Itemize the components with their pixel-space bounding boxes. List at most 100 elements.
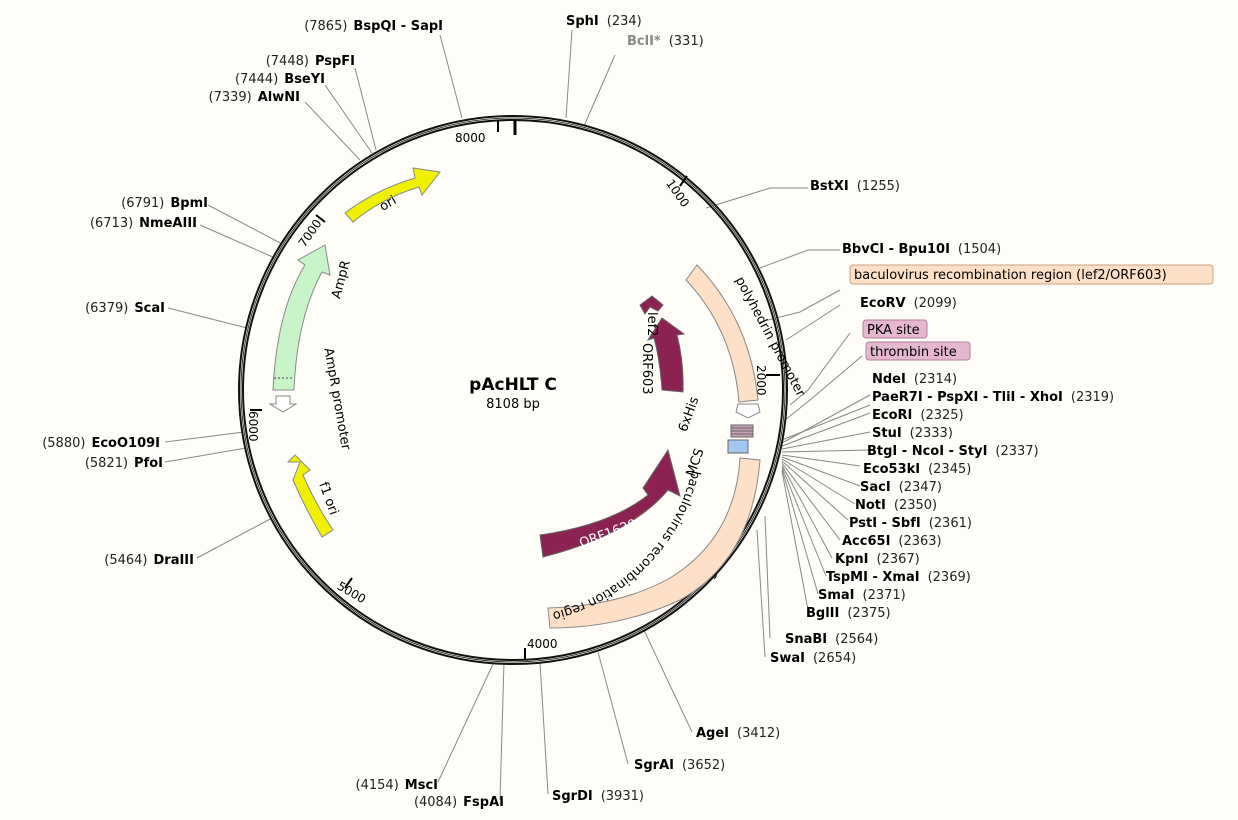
svg-text:EcoRV(2099): EcoRV (2099) bbox=[860, 296, 957, 311]
svg-text:BbvCI - Bpu10I(1504): BbvCI - Bpu10I (1504) bbox=[842, 242, 1001, 257]
bglii-pos: (2375) bbox=[847, 606, 890, 621]
agei-name: AgeI bbox=[696, 726, 729, 741]
tick-label-2000: 2000 bbox=[754, 365, 768, 396]
svg-text:BtgI - NcoI - StyI(2337): BtgI - NcoI - StyI (2337) bbox=[867, 444, 1039, 459]
svg-text:NdeI(2314): NdeI (2314) bbox=[872, 372, 957, 387]
svg-text:(5821)PfoI: (5821) PfoI bbox=[85, 456, 163, 471]
svg-text:TspMI - XmaI(2369): TspMI - XmaI (2369) bbox=[826, 570, 971, 585]
sgrai-name: SgrAI bbox=[634, 758, 674, 773]
svg-text:(5880)EcoO109I: (5880) EcoO109I bbox=[42, 436, 160, 451]
mcs-label: MCS bbox=[684, 447, 708, 479]
bpmi-pos: (6791) bbox=[121, 196, 164, 211]
svg-text:SwaI(2654): SwaI (2654) bbox=[770, 651, 856, 666]
sgrdi-pos: (3931) bbox=[601, 789, 644, 804]
svg-text:StuI(2333): StuI (2333) bbox=[872, 426, 953, 441]
paer7i-name: PaeR7I - PspXI - TliI - XhoI bbox=[872, 390, 1063, 405]
msci-pos: (4154) bbox=[356, 778, 399, 793]
fspai-pos: (4084) bbox=[414, 795, 457, 810]
svg-text:SphI(234): SphI (234) bbox=[566, 14, 642, 29]
saci-name: SacI bbox=[860, 480, 891, 495]
smai-name: SmaI bbox=[818, 588, 855, 603]
saci-pos: (2347) bbox=[899, 480, 942, 495]
noti-name: NotI bbox=[855, 498, 886, 513]
bbvci-pos: (1504) bbox=[958, 242, 1001, 257]
svg-text:SacI(2347): SacI (2347) bbox=[860, 480, 942, 495]
svg-text:NotI(2350): NotI (2350) bbox=[855, 498, 937, 513]
agei-pos: (3412) bbox=[737, 726, 780, 741]
ndei-pos: (2314) bbox=[914, 372, 957, 387]
tspmi-name: TspMI - XmaI bbox=[826, 570, 920, 585]
bseyi-name: BseYI bbox=[284, 72, 325, 87]
pspfi-name: PspFI bbox=[315, 54, 355, 69]
swai-pos: (2654) bbox=[813, 651, 856, 666]
ecorv-name: EcoRV bbox=[860, 296, 906, 311]
kpni-pos: (2367) bbox=[876, 552, 919, 567]
svg-text:(6791)BpmI: (6791) BpmI bbox=[121, 196, 208, 211]
ecorv-pos: (2099) bbox=[914, 296, 957, 311]
f1-ori-feature bbox=[286, 454, 334, 538]
svg-text:(7339)AlwNI: (7339) AlwNI bbox=[209, 90, 300, 105]
svg-text:BclI*(331): BclI* (331) bbox=[627, 34, 704, 49]
bspqi-pos: (7865) bbox=[304, 19, 347, 34]
tick-label-6000: 6000 bbox=[246, 411, 260, 442]
ecoo109i-name: EcoO109I bbox=[91, 436, 160, 451]
lef2-feature bbox=[639, 295, 664, 315]
pfoi-name: PfoI bbox=[134, 456, 163, 471]
svg-text:BstXI(1255): BstXI (1255) bbox=[810, 179, 900, 194]
enzyme-labels-left: (7865) BspQI - SapI (7448) PspFI (7444) Bse… bbox=[42, 19, 504, 810]
thrombin-box bbox=[865, 341, 971, 361]
svg-text:KpnI(2367): KpnI (2367) bbox=[835, 552, 920, 567]
tspmi-pos: (2369) bbox=[928, 570, 971, 585]
tick-marks bbox=[250, 120, 780, 660]
kpni-name: KpnI bbox=[835, 552, 868, 567]
baculo-lef2-box bbox=[849, 264, 1214, 285]
bbvci-name: BbvCI - Bpu10I bbox=[842, 242, 950, 257]
polyhedrin-promoter-feature bbox=[735, 403, 761, 419]
bpmi-name: BpmI bbox=[170, 196, 208, 211]
btgi-name: BtgI - NcoI - StyI bbox=[867, 444, 987, 459]
svg-text:(4084)FspAI: (4084) FspAI bbox=[414, 795, 504, 810]
bcli-pos: (331) bbox=[669, 34, 704, 49]
sphi-name: SphI bbox=[566, 14, 599, 29]
orf603-feature bbox=[646, 317, 686, 393]
svg-text:SnaBI(2564): SnaBI (2564) bbox=[785, 632, 878, 647]
svg-text:(7865)BspQI - SapI: (7865) BspQI - SapI bbox=[304, 19, 443, 34]
btgi-pos: (2337) bbox=[995, 444, 1038, 459]
mcs-feature bbox=[727, 439, 749, 454]
nmeaiii-name: NmeAIII bbox=[139, 216, 197, 231]
baculo-lef2-box-label: baculovirus recombination region (lef2/O… bbox=[854, 268, 1167, 283]
plasmid-size: 8108 bp bbox=[486, 397, 540, 412]
ecoo109i-pos: (5880) bbox=[42, 436, 85, 451]
fspai-name: FspAI bbox=[463, 795, 504, 810]
stui-name: StuI bbox=[872, 426, 902, 441]
bstxi-name: BstXI bbox=[810, 179, 849, 194]
ampr-feature bbox=[272, 244, 331, 391]
ecori-pos: (2325) bbox=[920, 408, 963, 423]
psti-pos: (2361) bbox=[929, 516, 972, 531]
ecori-name: EcoRI bbox=[872, 408, 912, 423]
sixhis-label: 6xHis bbox=[676, 395, 703, 434]
lef2-label: lef2 bbox=[644, 312, 659, 336]
plasmid-title: pAcHLT C bbox=[469, 375, 557, 395]
baculo-lef2-feature bbox=[685, 264, 759, 403]
draiii-pos: (5464) bbox=[104, 553, 147, 568]
tick-label-8000: 8000 bbox=[455, 131, 486, 145]
pka-box bbox=[862, 319, 928, 339]
alwni-name: AlwNI bbox=[258, 90, 300, 105]
orf1629-feature bbox=[539, 448, 681, 558]
svg-text:(7448)PspFI: (7448) PspFI bbox=[266, 54, 355, 69]
svg-text:EcoRI(2325): EcoRI (2325) bbox=[872, 408, 964, 423]
pfoi-pos: (5821) bbox=[85, 456, 128, 471]
svg-text:AgeI(3412): AgeI (3412) bbox=[696, 726, 780, 741]
noti-pos: (2350) bbox=[894, 498, 937, 513]
svg-text:SmaI(2371): SmaI (2371) bbox=[818, 588, 906, 603]
eco53ki-name: Eco53kI bbox=[863, 462, 920, 477]
thrombin-box-label: thrombin site bbox=[870, 345, 957, 360]
bstxi-pos: (1255) bbox=[857, 179, 900, 194]
svg-text:PaeR7I - PspXI - TliI - XhoI(2: PaeR7I - PspXI - TliI - XhoI (2319) bbox=[872, 390, 1114, 405]
scai-name: ScaI bbox=[134, 301, 165, 316]
eco53ki-pos: (2345) bbox=[928, 462, 971, 477]
snabi-pos: (2564) bbox=[835, 632, 878, 647]
ori-label: ori bbox=[377, 193, 399, 214]
